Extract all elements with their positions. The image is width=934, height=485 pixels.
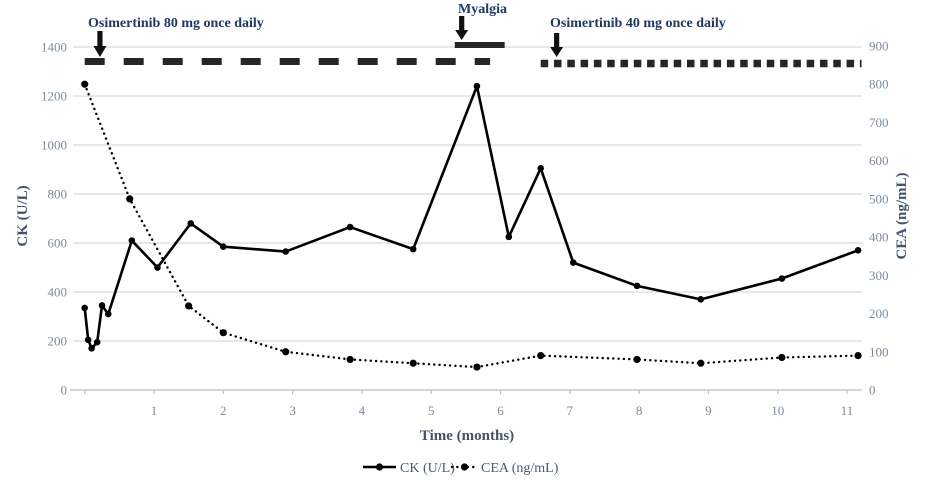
- x-tick-label: 2: [220, 403, 227, 418]
- x-axis-title: Time (months): [420, 428, 514, 444]
- myalgia-bar: [454, 42, 505, 48]
- ck-point: [346, 223, 354, 231]
- ck-point: [84, 336, 92, 344]
- left-tick-label: 800: [48, 187, 68, 202]
- x-tick-label: 4: [359, 403, 366, 418]
- myalgia-down-arrow-icon: [455, 16, 469, 40]
- ck-point: [282, 248, 289, 255]
- x-tick-label: 3: [289, 403, 296, 418]
- cea-point: [473, 363, 481, 371]
- annotation-myalgia-label: Myalgia: [458, 2, 507, 17]
- left-tick-label: 400: [48, 285, 68, 300]
- ck-point: [854, 247, 862, 254]
- cea-line: [83, 83, 860, 369]
- legend-label-ck: CK (U/L): [400, 461, 455, 476]
- right-tick-label: 700: [869, 115, 889, 130]
- cea-point: [282, 348, 290, 356]
- annotation-treatment2-label: Osimertinib 40 mg once daily: [550, 16, 726, 31]
- x-tick-label: 8: [636, 403, 643, 418]
- ck-point: [697, 296, 705, 303]
- series-group: [81, 80, 862, 371]
- right-tick-label: 900: [869, 39, 889, 54]
- ck-point: [104, 310, 112, 318]
- ck-point: [128, 237, 136, 244]
- cea-point: [778, 353, 786, 362]
- left-tick-label: 0: [61, 383, 68, 398]
- ck-point: [778, 275, 786, 282]
- legend: CK (U/L) CEA (ng/mL): [363, 461, 559, 476]
- right-tick-label: 200: [869, 306, 889, 321]
- gridlines-group: [70, 46, 862, 394]
- cea-point: [409, 359, 417, 367]
- right-tick-label: 100: [869, 344, 889, 359]
- legend-cea-marker-icon: [460, 463, 469, 471]
- ck-point: [505, 233, 513, 241]
- legend-ck-marker-icon: [375, 463, 384, 471]
- cea-point: [697, 359, 705, 367]
- ck-point: [220, 243, 227, 250]
- ck-point: [187, 220, 195, 227]
- ck-point: [569, 259, 577, 266]
- right-tick-label: 0: [869, 383, 876, 398]
- left-tick-label: 1400: [41, 40, 67, 55]
- legend-label-cea: CEA (ng/mL): [481, 461, 559, 476]
- ck-point: [98, 302, 106, 309]
- left-tick-label: 1200: [41, 89, 67, 104]
- cea-point: [219, 329, 227, 337]
- cea-point: [81, 80, 89, 88]
- x-tick-label: 11: [841, 403, 854, 418]
- ck-point: [81, 304, 88, 312]
- right-tick-label: 400: [869, 230, 889, 245]
- cea-point: [633, 355, 641, 364]
- x-tick-label: 9: [705, 403, 712, 418]
- right-axis-title: CEA (ng/mL): [894, 172, 910, 259]
- cea-point: [346, 355, 354, 364]
- left-tick-label: 600: [48, 236, 68, 251]
- ck-point: [409, 245, 417, 253]
- ck-point: [154, 264, 161, 271]
- cea-point: [185, 302, 193, 310]
- tick-labels-group: 0 200 400 600 800 1000 1200 1400 0 100 200 300 400 50…: [41, 39, 889, 418]
- treatment2-down-arrow-icon: [550, 33, 564, 57]
- ck-point: [537, 164, 544, 172]
- ck-line: [83, 84, 859, 350]
- cea-point: [126, 195, 134, 203]
- ck-point: [633, 282, 641, 290]
- annotation-treatment1-label: Osimertinib 80 mg once daily: [88, 16, 264, 31]
- ck-point: [473, 82, 481, 90]
- left-tick-label: 200: [48, 334, 68, 349]
- x-tick-label: 7: [567, 403, 574, 418]
- cea-point: [854, 352, 862, 360]
- x-tick-label: 1: [151, 403, 158, 418]
- right-tick-label: 500: [869, 191, 889, 206]
- right-tick-label: 300: [869, 268, 889, 283]
- left-tick-label: 1000: [41, 138, 67, 153]
- left-axis-title: CK (U/L): [15, 185, 31, 246]
- ck-point: [88, 345, 95, 352]
- cea-point: [537, 352, 545, 360]
- annotation-marks-group: [84, 16, 862, 68]
- x-tick-label: 6: [497, 403, 504, 418]
- x-tick-label: 5: [428, 403, 435, 418]
- right-tick-label: 800: [869, 77, 889, 92]
- ck-point: [93, 338, 101, 346]
- x-tick-label: 10: [771, 403, 784, 418]
- right-tick-label: 600: [869, 153, 889, 168]
- treatment1-down-arrow-icon: [93, 31, 107, 57]
